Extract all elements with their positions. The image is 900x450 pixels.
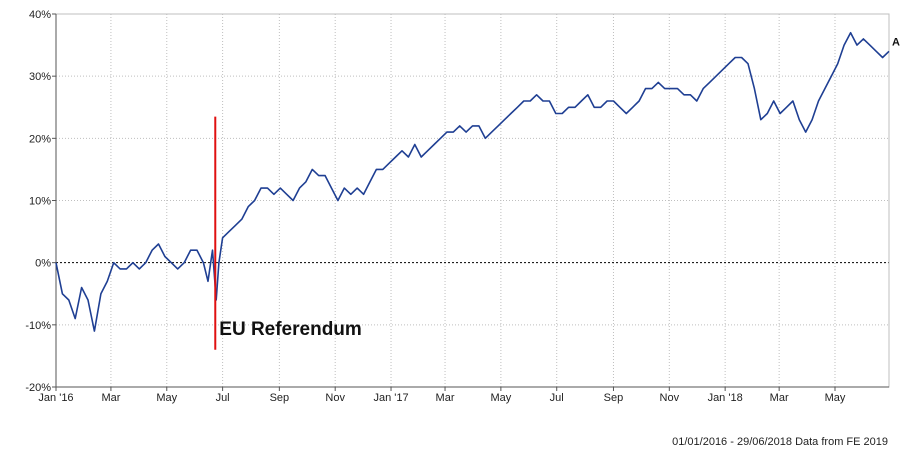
x-tick-label: Mar [101,392,120,404]
x-tick-label: Mar [436,392,455,404]
x-tick-label: Jan '17 [373,392,408,404]
y-tick-label: 20% [29,133,51,145]
y-tick-label: 10% [29,196,51,208]
y-tick-label: 0% [35,258,51,270]
x-tick-label: Nov [660,392,680,404]
tick-labels: -20% -10% 0% 10% 20% 30% 40% Jan '16 Mar May Jul Se… [25,9,900,404]
series-line-A [55,31,890,332]
x-tick-label: May [156,392,177,404]
x-tick-label: Jan '16 [38,392,73,404]
x-tick-label: May [825,392,846,404]
x-tick-label: Jan '18 [708,392,743,404]
footer-source-note: 01/01/2016 - 29/06/2018 Data from FE 201… [672,436,888,448]
y-tick-label: -10% [25,320,51,332]
x-tick-label: Jul [216,392,230,404]
x-tick-label: Jul [550,392,564,404]
grid-lines [56,13,889,388]
x-tick-label: Sep [604,392,624,404]
y-tick-label: 30% [29,71,51,83]
x-tick-label: Nov [325,392,345,404]
y-tick-label: -20% [25,382,51,394]
x-tick-label: May [490,392,511,404]
series-lines [55,31,890,332]
series-end-label: A [892,36,900,48]
x-tick-label: Mar [770,392,789,404]
annotations: EU Referendum [214,116,362,350]
y-tick-label: 40% [29,9,51,21]
axes [52,13,890,391]
eu-referendum-label: EU Referendum [219,319,362,340]
x-tick-label: Sep [270,392,290,404]
